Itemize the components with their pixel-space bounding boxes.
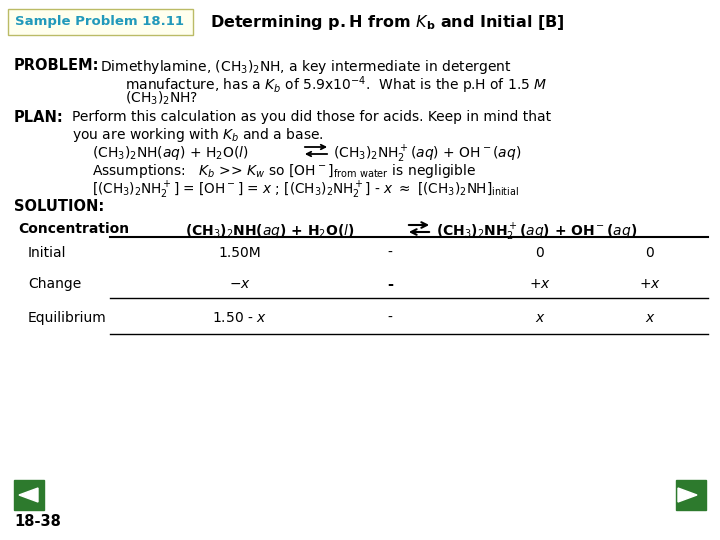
Text: Concentration: Concentration (18, 222, 129, 236)
Text: Determining p$\mathbf{.}$H from $\mathit{K}_\mathbf{b}$ and Initial [B]: Determining p$\mathbf{.}$H from $\mathit… (210, 12, 564, 31)
Text: $+\mathit{x}$: $+\mathit{x}$ (639, 277, 661, 291)
Text: -: - (387, 276, 393, 292)
Text: 18-38: 18-38 (14, 514, 61, 529)
Text: (CH$_3$)$_2$NH$_2^+$($\mathit{aq}$) + OH$^-$($\mathit{aq}$): (CH$_3$)$_2$NH$_2^+$($\mathit{aq}$) + OH… (333, 144, 521, 165)
Text: Assumptions:   $\mathit{K}_b$ >> $\mathit{K}_w$ so [OH$^-$]$_{\mathrm{from\ wate: Assumptions: $\mathit{K}_b$ >> $\mathit{… (92, 162, 476, 180)
Text: manufacture, has a $\mathit{K}_b$ of 5.9x10$^{-4}$.  What is the p.H of 1.5 $\ma: manufacture, has a $\mathit{K}_b$ of 5.9… (125, 74, 547, 96)
Text: [(CH$_3$)$_2$NH$_2^+$] = [OH$^-$] = $\mathit{x}$ ; [(CH$_3$)$_2$NH$_2^+$] - $\ma: [(CH$_3$)$_2$NH$_2^+$] = [OH$^-$] = $\ma… (92, 180, 519, 201)
Text: Change: Change (28, 277, 81, 291)
Text: 0: 0 (536, 246, 544, 260)
Text: $\mathit{x}$: $\mathit{x}$ (644, 311, 655, 325)
Text: you are working with $\mathit{K}_b$ and a base.: you are working with $\mathit{K}_b$ and … (72, 126, 324, 144)
Text: 1.50 - $\mathit{x}$: 1.50 - $\mathit{x}$ (212, 311, 268, 325)
Text: PLAN:: PLAN: (14, 110, 64, 125)
Text: (CH$_3$)$_2$NH?: (CH$_3$)$_2$NH? (125, 90, 198, 107)
Text: Sample Problem 18.11: Sample Problem 18.11 (15, 16, 184, 29)
Text: (CH$_3$)$_2$NH($\mathit{aq}$) + H$_2$O($\mathit{l}$): (CH$_3$)$_2$NH($\mathit{aq}$) + H$_2$O($… (185, 222, 354, 240)
Polygon shape (19, 488, 38, 502)
Text: -: - (387, 246, 392, 260)
Text: $\mathit{x}$: $\mathit{x}$ (535, 311, 545, 325)
Bar (676, 480, 706, 510)
Text: 1.50M: 1.50M (219, 246, 261, 260)
Text: (CH$_3$)$_2$NH$_2^+$($\mathit{aq}$) + OH$^-$($\mathit{aq}$): (CH$_3$)$_2$NH$_2^+$($\mathit{aq}$) + OH… (436, 222, 637, 244)
Text: Perform this calculation as you did those for acids. Keep in mind that: Perform this calculation as you did thos… (72, 110, 551, 124)
Text: Equilibrium: Equilibrium (28, 311, 107, 325)
Text: PROBLEM:: PROBLEM: (14, 58, 99, 73)
Text: -: - (387, 311, 392, 325)
Text: Dimethylamine, (CH$_3$)$_2$NH, a key intermediate in detergent: Dimethylamine, (CH$_3$)$_2$NH, a key int… (100, 58, 512, 76)
FancyBboxPatch shape (8, 9, 193, 35)
Text: $-\mathit{x}$: $-\mathit{x}$ (229, 277, 251, 291)
Text: $+\mathit{x}$: $+\mathit{x}$ (529, 277, 551, 291)
Text: Initial: Initial (28, 246, 66, 260)
Bar (14, 480, 44, 510)
Text: SOLUTION:: SOLUTION: (14, 199, 104, 214)
Polygon shape (678, 488, 697, 502)
Text: 0: 0 (646, 246, 654, 260)
Text: (CH$_3$)$_2$NH($\mathit{aq}$) + H$_2$O($\mathit{l}$): (CH$_3$)$_2$NH($\mathit{aq}$) + H$_2$O($… (92, 144, 249, 162)
